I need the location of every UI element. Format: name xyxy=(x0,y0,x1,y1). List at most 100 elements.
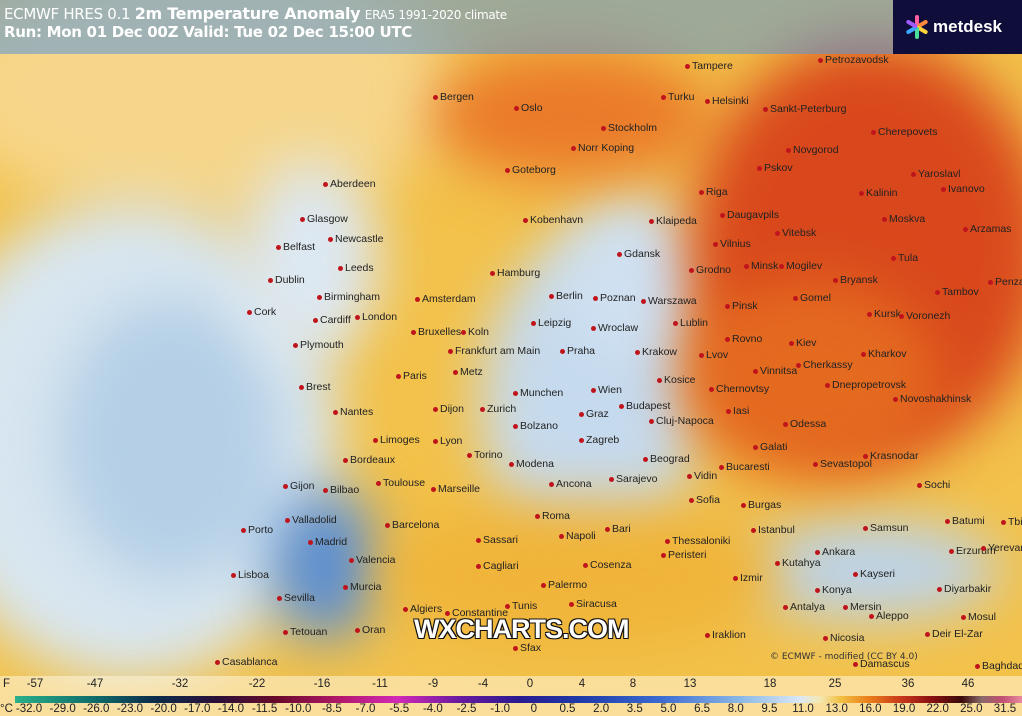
city-label: Sofia xyxy=(696,494,720,506)
city-label: Arzamas xyxy=(970,223,1012,235)
city-label: Glasgow xyxy=(307,213,348,225)
city-marker xyxy=(299,385,304,390)
city-label: Samsun xyxy=(870,522,909,534)
city-marker xyxy=(513,424,518,429)
city-label: Bolzano xyxy=(520,420,558,432)
city-label: Nicosia xyxy=(830,632,865,644)
city-marker xyxy=(461,330,466,335)
city-label: Norr Koping xyxy=(578,142,635,154)
city-marker xyxy=(355,315,360,320)
city-marker xyxy=(343,458,348,463)
city-marker xyxy=(961,615,966,620)
fahrenheit-unit: F xyxy=(3,678,11,690)
fahrenheit-tick-label: -57 xyxy=(26,678,44,690)
city-marker xyxy=(783,605,788,610)
fahrenheit-tick-label: 36 xyxy=(901,678,915,690)
city-marker xyxy=(601,126,606,131)
city-marker xyxy=(635,350,640,355)
city-marker xyxy=(657,378,662,383)
city-marker xyxy=(763,107,768,112)
city-marker xyxy=(789,341,794,346)
celsius-tick-label: -1.0 xyxy=(490,703,511,715)
fahrenheit-tick-label: 0 xyxy=(526,678,534,690)
city-label: Ancona xyxy=(556,478,592,490)
city-label: Madrid xyxy=(315,536,348,548)
city-label: Tampere xyxy=(692,60,733,72)
city-label: Konya xyxy=(822,584,852,596)
city-label: Iasi xyxy=(733,405,750,417)
city-label: Bergen xyxy=(440,91,474,103)
city-marker xyxy=(709,387,714,392)
city-marker xyxy=(549,294,554,299)
city-label: Riga xyxy=(706,186,728,198)
city-marker xyxy=(355,628,360,633)
city-label: Rovno xyxy=(732,333,763,345)
city-marker xyxy=(705,99,710,104)
city-label: Mogilev xyxy=(786,260,823,272)
celsius-tick-label: 8.0 xyxy=(727,703,744,715)
city-marker xyxy=(753,445,758,450)
city-marker xyxy=(559,534,564,539)
fahrenheit-tick-label: -32 xyxy=(171,678,189,690)
city-marker xyxy=(349,558,354,563)
city-label: Lublin xyxy=(680,317,709,329)
city-marker xyxy=(569,602,574,607)
city-marker xyxy=(882,217,887,222)
city-marker xyxy=(560,349,565,354)
city-label: Gdansk xyxy=(624,248,661,260)
city-marker xyxy=(641,299,646,304)
city-label: Tula xyxy=(898,252,919,264)
city-marker xyxy=(579,438,584,443)
celsius-tick-label: -10.0 xyxy=(285,703,312,715)
city-marker xyxy=(719,465,724,470)
logo-text: metdesk xyxy=(933,17,1002,36)
city-label: Plymouth xyxy=(300,339,344,351)
city-label: Leeds xyxy=(345,262,374,274)
city-label: Leipzig xyxy=(538,317,572,329)
city-label: Kayseri xyxy=(860,568,896,580)
city-marker xyxy=(891,256,896,261)
city-marker xyxy=(505,168,510,173)
city-label: Amsterdam xyxy=(422,293,476,305)
city-marker xyxy=(649,219,654,224)
celsius-tick-label: 9.5 xyxy=(761,703,778,715)
city-label: Zurich xyxy=(487,403,517,415)
city-marker xyxy=(403,607,408,612)
city-marker xyxy=(509,462,514,467)
city-marker xyxy=(505,604,510,609)
city-label: Valencia xyxy=(356,554,396,566)
city-marker xyxy=(376,481,381,486)
city-label: Belfast xyxy=(283,241,316,253)
city-marker xyxy=(431,487,436,492)
city-label: Mersin xyxy=(850,601,882,613)
city-label: Porto xyxy=(248,524,274,536)
city-marker xyxy=(276,245,281,250)
city-marker xyxy=(833,278,838,283)
city-marker xyxy=(867,312,872,317)
city-label: Murcia xyxy=(350,581,382,593)
city-label: Aberdeen xyxy=(330,178,376,190)
celsius-tick-label: 11.0 xyxy=(792,703,814,715)
wxcharts-watermark: WXCHARTS.COM xyxy=(414,614,629,644)
fahrenheit-tick-label: -22 xyxy=(248,678,266,690)
city-label: Tetouan xyxy=(290,626,328,638)
city-label: Grodno xyxy=(696,264,732,276)
city-marker xyxy=(513,391,518,396)
city-marker xyxy=(689,498,694,503)
city-marker xyxy=(433,407,438,412)
city-label: Torino xyxy=(474,449,503,461)
fahrenheit-tick-label: 25 xyxy=(828,678,842,690)
city-label: Tunis xyxy=(512,600,538,612)
city-label: Kiev xyxy=(796,337,817,349)
city-label: Paris xyxy=(403,370,427,382)
city-marker xyxy=(277,596,282,601)
city-marker xyxy=(687,474,692,479)
city-label: Napoli xyxy=(566,530,596,542)
copyright-notice: © ECMWF - modified (CC BY 4.0) xyxy=(770,652,918,662)
city-label: Goteborg xyxy=(512,164,556,176)
city-label: Oran xyxy=(362,624,386,636)
celsius-tick-label: -17.0 xyxy=(184,703,211,715)
city-label: Klaipeda xyxy=(656,215,697,227)
celsius-tick-label: 16.0 xyxy=(859,703,882,715)
city-label: Bari xyxy=(612,523,631,535)
